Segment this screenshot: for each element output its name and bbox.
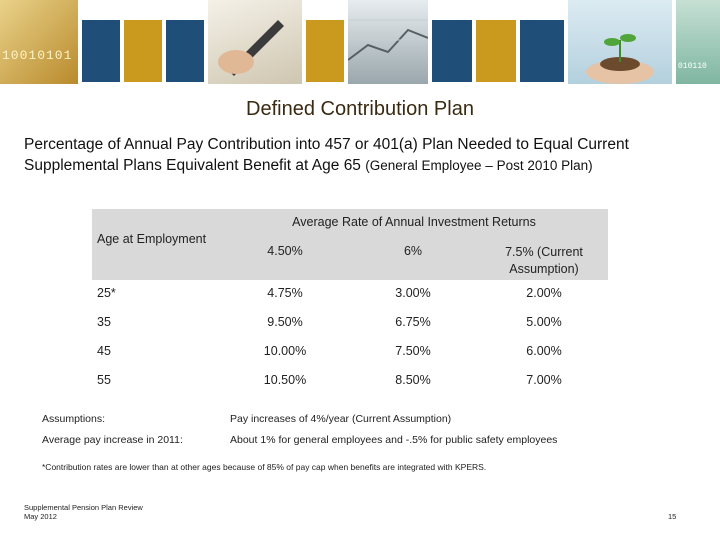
table-row-age: 25* xyxy=(97,286,116,300)
seedling-icon xyxy=(586,34,654,84)
footer-source: Supplemental Pension Plan Review May 201… xyxy=(24,503,143,521)
footnote: *Contribution rates are lower than at ot… xyxy=(42,462,487,472)
row-header-label: Age at Employment xyxy=(97,232,207,246)
table-cell: 6.00% xyxy=(526,344,562,358)
table-cell: 7.50% xyxy=(395,344,431,358)
table-row-age: 45 xyxy=(97,344,111,358)
binary-photo-right: 010110 xyxy=(676,0,720,84)
avg-pay-text: About 1% for general employees and -.5% … xyxy=(230,434,558,446)
table-cell: 3.00% xyxy=(395,286,431,300)
slide-title: Defined Contribution Plan xyxy=(246,98,474,120)
banner-tile xyxy=(476,20,516,82)
pen-icon xyxy=(218,20,284,76)
binary-digits-text: 010110 xyxy=(678,62,707,71)
banner-tile xyxy=(306,20,344,82)
table-header-shading xyxy=(92,209,608,280)
header-banner: 10010101 010110 xyxy=(0,0,720,84)
banner-tile xyxy=(82,20,120,82)
column-header: 7.5% (Current Assumption) xyxy=(505,245,583,276)
banner-tile xyxy=(432,20,472,82)
table-cell: 10.50% xyxy=(263,373,307,387)
table-row-age: 35 xyxy=(97,315,111,329)
table-row-age: 55 xyxy=(97,373,111,387)
intro-small-text: (General Employee – Post 2010 Plan) xyxy=(365,158,593,173)
finance-photo xyxy=(348,0,428,84)
banner-tile xyxy=(520,20,564,82)
banner-tile xyxy=(166,20,204,82)
footer-line-2: May 2012 xyxy=(24,512,57,521)
table-cell: 8.50% xyxy=(395,373,431,387)
table-cell: 7.00% xyxy=(526,373,562,387)
binary-code-photo: 10010101 xyxy=(0,0,78,84)
footer-line-1: Supplemental Pension Plan Review xyxy=(24,503,143,512)
table-cell: 10.00% xyxy=(263,344,307,358)
intro-paragraph: Percentage of Annual Pay Contribution in… xyxy=(24,134,684,176)
writing-hand-photo xyxy=(208,0,302,84)
column-header: 6% xyxy=(403,244,423,258)
table-cell: 6.75% xyxy=(395,315,431,329)
group-header-label: Average Rate of Annual Investment Return… xyxy=(292,215,536,229)
intro-main-text: Percentage of Annual Pay Contribution in… xyxy=(24,136,629,174)
avg-pay-label: Average pay increase in 2011: xyxy=(42,434,183,446)
table-cell: 9.50% xyxy=(267,315,303,329)
chart-lines-icon xyxy=(348,19,428,61)
column-header: 4.50% xyxy=(267,244,303,258)
page-number: 15 xyxy=(668,512,677,521)
assumptions-text: Pay increases of 4%/year (Current Assump… xyxy=(230,413,452,425)
banner-tile xyxy=(124,20,162,82)
binary-digits-text: 10010101 xyxy=(2,48,73,63)
plant-in-hands-photo xyxy=(568,0,672,84)
table-cell: 2.00% xyxy=(526,286,562,300)
table-cell: 5.00% xyxy=(526,315,562,329)
table-cell: 4.75% xyxy=(267,286,303,300)
assumptions-label: Assumptions: xyxy=(42,413,106,425)
